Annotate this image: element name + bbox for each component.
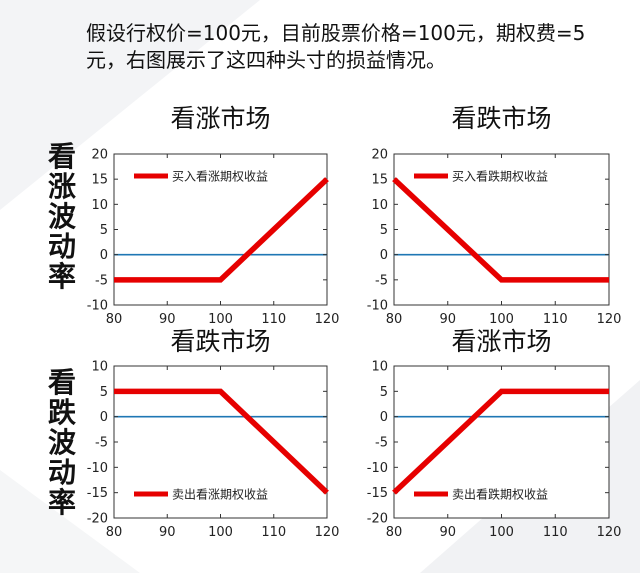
y-tick-label: -10 [87,461,108,476]
x-tick-label: 90 [439,525,456,540]
x-tick-label: 120 [597,525,622,540]
row-label-bullish-volatility: 看 涨 波 动 率 [42,142,82,292]
y-tick-label: -15 [87,486,108,501]
row-label-char: 涨 [47,170,76,203]
x-tick-label: 90 [159,312,176,327]
x-tick-label: 100 [489,312,514,327]
y-tick-label: -10 [87,299,108,314]
y-tick-label: 15 [371,173,388,188]
row-label-char: 动 [47,456,76,489]
row-label-char: 跌 [47,396,76,429]
legend-label: 卖出看涨期权收益 [172,487,268,502]
chart-title: 看涨市场 [170,104,270,133]
y-tick-label: 10 [91,360,108,375]
white-box [598,18,638,62]
y-tick-label: 5 [100,385,108,400]
row-label-char: 看 [47,366,76,399]
y-tick-label: 20 [371,148,388,163]
y-tick-label: 10 [371,198,388,213]
legend-label: 买入看涨期权收益 [172,169,268,184]
y-tick-label: 5 [380,385,388,400]
row-label-char: 波 [47,200,76,233]
x-tick-label: 120 [597,312,622,327]
legend-label: 卖出看跌期权收益 [452,487,548,502]
y-tick-label: 5 [380,223,388,238]
legend-label: 买入看跌期权收益 [452,169,548,184]
x-tick-label: 110 [261,312,286,327]
y-tick-label: -5 [95,273,108,288]
row-label-bearish-volatility: 看 跌 波 动 率 [42,368,82,518]
y-tick-label: 0 [100,410,108,425]
y-tick-label: -5 [95,436,108,451]
row-label-char: 率 [47,486,76,519]
row-label-char: 动 [47,230,76,263]
y-tick-label: 20 [91,148,108,163]
row-label-char: 率 [47,260,76,293]
row-label-char: 波 [47,426,76,459]
y-tick-label: 10 [91,198,108,213]
chart-title: 看跌市场 [451,104,551,133]
x-tick-label: 80 [386,525,403,540]
y-tick-label: -10 [367,299,388,314]
x-tick-label: 100 [208,312,233,327]
x-tick-label: 110 [261,525,286,540]
x-tick-label: 100 [489,525,514,540]
y-tick-label: 10 [371,360,388,375]
x-tick-label: 110 [543,525,568,540]
x-tick-label: 110 [543,312,568,327]
x-tick-label: 80 [106,525,123,540]
chart-title: 看涨市场 [451,327,551,356]
y-tick-label: 0 [380,248,388,263]
y-tick-label: -5 [375,273,388,288]
x-tick-label: 80 [106,312,123,327]
x-tick-label: 80 [386,312,403,327]
x-tick-label: 120 [315,312,340,327]
intro-text: 假设行权价=100元，目前股票价格=100元，期权费=5元，右图展示了这四种头寸… [86,21,586,72]
y-tick-label: 15 [91,173,108,188]
chart-title: 看跌市场 [170,327,270,356]
x-tick-label: 90 [439,312,456,327]
y-tick-label: 5 [100,223,108,238]
x-tick-label: 90 [159,525,176,540]
x-tick-label: 100 [208,525,233,540]
y-tick-label: -10 [367,461,388,476]
y-tick-label: -5 [375,436,388,451]
y-tick-label: -15 [367,486,388,501]
x-tick-label: 120 [315,525,340,540]
y-tick-label: 0 [380,410,388,425]
y-tick-label: -20 [87,512,108,527]
y-tick-label: -20 [367,512,388,527]
y-tick-label: 0 [100,248,108,263]
row-label-char: 看 [47,140,76,173]
